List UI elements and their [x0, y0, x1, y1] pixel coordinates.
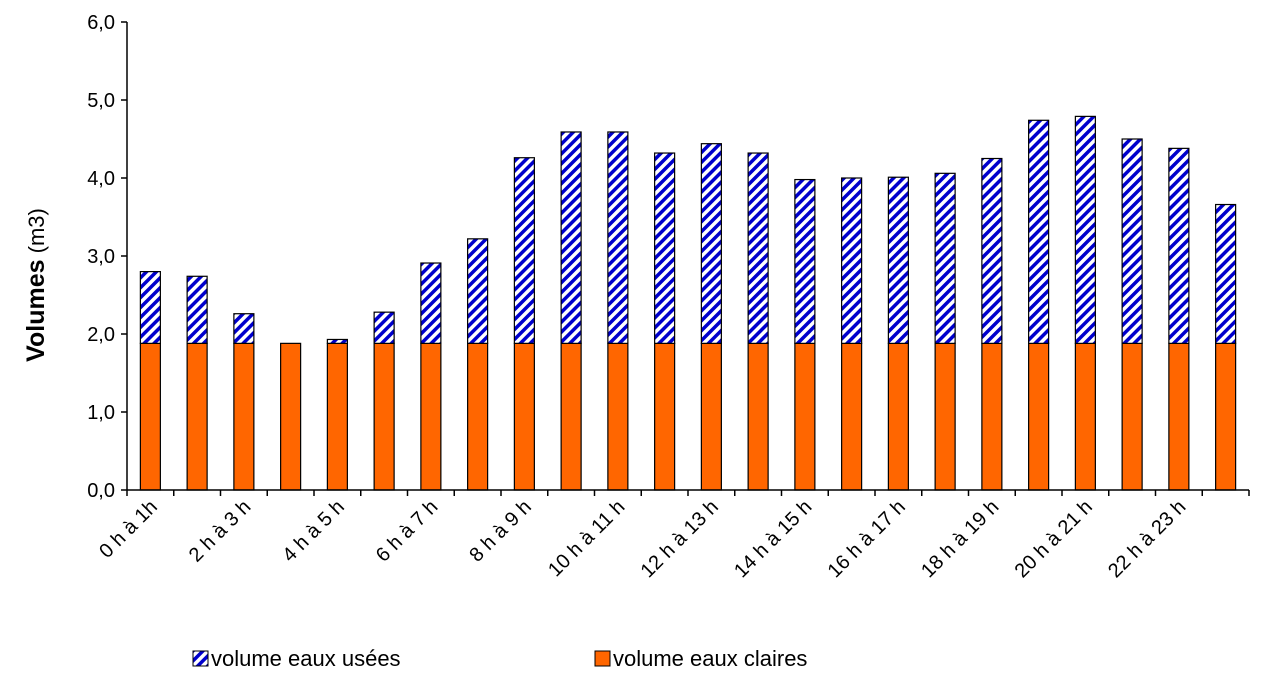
bar-eaux-claires [794, 342, 816, 491]
x-axis: 0 h à 1h 2 h à 3 h 4 h à 5 h 6 h à 7 h 8 h à… [95, 489, 1250, 582]
bar-eaux-usees [1121, 138, 1143, 344]
bar-eaux-claires [560, 342, 582, 491]
bar-eaux-claires [139, 342, 161, 491]
y-axis: 0,0 1,0 2,0 3,0 4,0 5,0 6,0 [87, 12, 128, 502]
bar-eaux-usees [420, 262, 442, 344]
bar-eaux-usees [467, 238, 489, 344]
bar-eaux-claires [887, 342, 909, 491]
x-tick-label: 16 h à 17 h [824, 496, 910, 582]
bar-eaux-usees [934, 172, 956, 344]
legend-swatch-eaux-usees [192, 650, 209, 667]
y-tick-label: 2,0 [87, 324, 115, 346]
bar-eaux-usees [607, 131, 629, 344]
x-tick-label: 14 h à 15 h [730, 496, 816, 582]
bar-eaux-claires [934, 342, 956, 491]
bar-eaux-usees [560, 131, 582, 344]
y-tick-label: 0,0 [87, 480, 115, 502]
x-tick-label: 2 h à 3 h [185, 496, 256, 567]
bar-eaux-usees [887, 176, 909, 344]
bar-eaux-usees [1168, 147, 1190, 344]
bar-eaux-claires [607, 342, 629, 491]
bar-eaux-usees [326, 338, 348, 344]
bar-eaux-claires [654, 342, 676, 491]
x-tick-label: 12 h à 13 h [637, 496, 723, 582]
legend-label-eaux-claires: volume eaux claires [613, 646, 807, 671]
y-axis-label-main: Volumes [22, 259, 50, 361]
bar-eaux-usees [1028, 119, 1050, 344]
y-tick-label: 4,0 [87, 168, 115, 190]
y-axis-label-unit: (m3) [24, 208, 49, 259]
bar-eaux-usees [186, 275, 208, 344]
legend-swatch-eaux-claires [594, 650, 611, 667]
bar-eaux-claires [186, 342, 208, 491]
x-tick-label: 0 h à 1h [95, 496, 162, 563]
x-tick-label: 18 h à 19 h [917, 496, 1003, 582]
bar-eaux-claires [467, 342, 489, 491]
x-tick-label: 8 h à 9 h [465, 496, 536, 567]
y-tick-label: 1,0 [87, 402, 115, 424]
y-axis-label: Volumes (m3) [22, 208, 50, 362]
bar-eaux-claires [1028, 342, 1050, 491]
bar-eaux-claires [841, 342, 863, 491]
bar-eaux-usees [794, 178, 816, 344]
bar-eaux-claires [1074, 342, 1096, 491]
bar-eaux-usees [700, 143, 722, 344]
bar-eaux-claires [373, 342, 395, 491]
bar-eaux-claires [233, 342, 255, 491]
bar-eaux-usees [513, 157, 535, 344]
bar-eaux-usees [1074, 115, 1096, 344]
y-tick-label: 5,0 [87, 90, 115, 112]
legend: volume eaux usées volume eaux claires [192, 646, 807, 671]
bar-eaux-usees [1215, 203, 1237, 344]
legend-label-eaux-usees: volume eaux usées [211, 646, 401, 671]
bar-eaux-usees [139, 271, 161, 344]
bar-eaux-claires [1168, 342, 1190, 491]
x-tick-label: 6 h à 7 h [372, 496, 443, 567]
x-tick-label: 20 h à 21 h [1011, 496, 1097, 582]
x-tick-label: 10 h à 11 h [544, 496, 629, 581]
bar-eaux-usees [981, 157, 1003, 344]
bar-eaux-claires [700, 342, 722, 491]
bar-eaux-usees [233, 313, 255, 344]
bar-eaux-usees [747, 152, 769, 344]
x-tick-label: 4 h à 5 h [278, 496, 349, 567]
bar-eaux-usees [841, 177, 863, 344]
bars [139, 115, 1237, 491]
bar-eaux-claires [420, 342, 442, 491]
y-tick-label: 6,0 [87, 12, 115, 34]
bar-eaux-claires [1121, 342, 1143, 491]
x-tick-label: 22 h à 23 h [1104, 496, 1190, 582]
bar-eaux-claires [747, 342, 769, 491]
bar-eaux-claires [326, 342, 348, 491]
bar-eaux-claires [513, 342, 535, 491]
bar-eaux-usees [373, 311, 395, 344]
bar-eaux-claires [280, 342, 302, 491]
bar-eaux-usees [654, 152, 676, 344]
y-tick-label: 3,0 [87, 246, 115, 268]
bar-eaux-claires [981, 342, 1003, 491]
bar-eaux-claires [1215, 342, 1237, 491]
